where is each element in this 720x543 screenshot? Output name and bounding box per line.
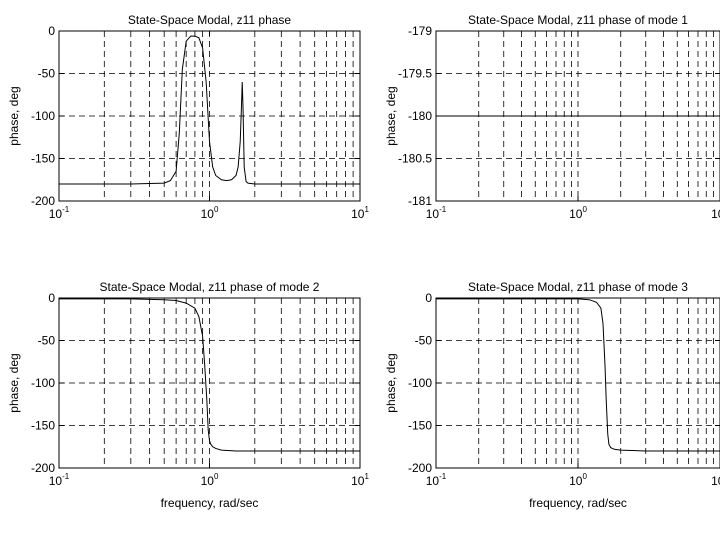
chart-panel-4: -200 -150 -100 -50 0 10-1 100 101 State-Space Mo… [384,280,720,510]
chart-title: State-Space Modal, z11 phase of mode 3 [468,280,688,294]
y-tick-label: 0 [48,24,55,38]
y-tick-label: -150 [31,152,55,166]
y-tick-label: -200 [31,194,55,208]
x-axis-label: frequency, rad/sec [529,496,627,510]
chart-title: State-Space Modal, z11 phase of mode 2 [100,280,320,294]
axes-box [435,297,720,469]
y-tick-label: -179 [408,24,432,38]
x-tick-label: 10-1 [49,472,70,488]
y-tick-label: -50 [38,67,56,81]
x-axis-label: frequency, rad/sec [161,496,259,510]
y-tick-label: -100 [31,376,55,390]
y-axis-label: phase, deg [384,86,398,145]
chart-panel-1: -200 -150 -100 -50 0 10-1 100 101 State-Space Mo… [7,13,369,221]
x-tick-label: 10-1 [426,472,447,488]
y-tick-label: -181 [408,194,432,208]
x-tick-label: 100 [201,472,219,488]
x-tick-label: 10-1 [49,205,70,221]
y-tick-label: 0 [425,291,432,305]
axes-box [58,30,361,202]
axes-box [58,297,361,469]
series-line [59,298,360,452]
y-tick-label: -180 [408,109,432,123]
y-tick-label: -100 [31,109,55,123]
x-tick-label: 101 [711,205,720,221]
y-tick-label: 0 [48,291,55,305]
y-tick-label: -180.5 [398,152,432,166]
y-tick-label: -150 [408,419,432,433]
y-axis-label: phase, deg [384,353,398,412]
series-line [436,298,720,452]
y-tick-label: -100 [408,376,432,390]
x-tick-label: 100 [201,205,219,221]
chart-title: State-Space Modal, z11 phase of mode 1 [468,13,688,27]
x-tick-label: 101 [351,472,369,488]
x-tick-label: 100 [569,205,587,221]
y-axis-label: phase, deg [7,353,21,412]
y-tick-label: -200 [408,461,432,475]
y-tick-label: -50 [38,334,56,348]
y-tick-label: -150 [31,419,55,433]
series-line [59,35,360,185]
y-tick-label: -179.5 [398,67,432,81]
y-tick-label: -50 [415,334,433,348]
chart-panel-2: -181 -180.5 -180 -179.5 -179 10-1 100 101 State-… [384,13,720,221]
x-tick-label: 101 [711,472,720,488]
y-tick-label: -200 [31,461,55,475]
x-tick-label: 101 [351,205,369,221]
chart-title: State-Space Modal, z11 phase [128,13,292,27]
y-axis-label: phase, deg [7,86,21,145]
x-tick-label: 10-1 [426,205,447,221]
x-tick-label: 100 [569,472,587,488]
chart-panel-3: -200 -150 -100 -50 0 10-1 100 101 State-Space Mo… [7,280,369,510]
